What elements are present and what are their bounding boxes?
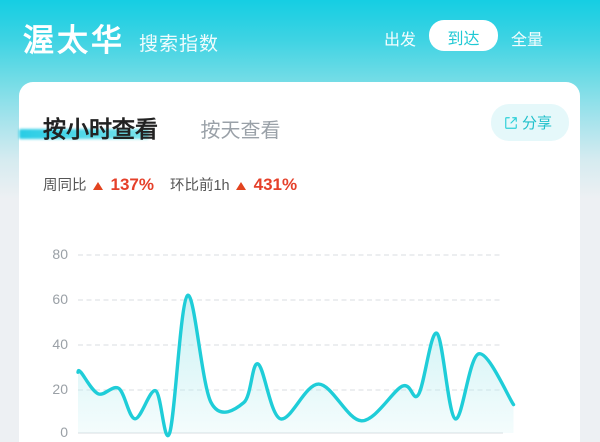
svg-text:20: 20 [52, 381, 68, 397]
svg-text:0: 0 [60, 424, 68, 440]
svg-text:80: 80 [52, 246, 68, 262]
svg-text:60: 60 [52, 291, 68, 307]
svg-text:40: 40 [52, 336, 68, 352]
